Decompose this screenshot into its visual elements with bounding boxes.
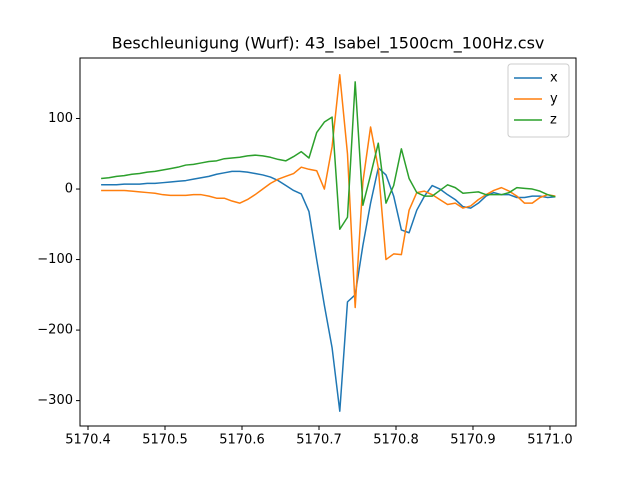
x-tick-label: 5170.6 (219, 433, 265, 448)
x-tick-label: 5171.0 (527, 433, 573, 448)
legend-box (507, 63, 570, 138)
plot-frame (79, 57, 577, 427)
x-tick-label: 5170.7 (296, 433, 342, 448)
y-tick-label: −300 (37, 393, 73, 408)
data-line (101, 81, 556, 230)
y-tick-label: −200 (37, 323, 73, 338)
data-line (101, 74, 556, 309)
legend-label: y (550, 92, 558, 107)
y-tick-label: 100 (48, 111, 73, 126)
data-line (101, 167, 556, 412)
legend-label: z (550, 113, 557, 128)
x-tick-label: 5170.5 (142, 433, 188, 448)
y-tick-label: 0 (65, 182, 73, 197)
chart-title: Beschleunigung (Wurf): 43_Isabel_1500cm_… (112, 34, 545, 54)
y-tick-label: −100 (37, 252, 73, 267)
x-tick-label: 5170.4 (65, 433, 111, 448)
legend-label: x (550, 71, 558, 86)
x-tick-label: 5170.8 (373, 433, 419, 448)
x-tick-label: 5170.9 (450, 433, 496, 448)
